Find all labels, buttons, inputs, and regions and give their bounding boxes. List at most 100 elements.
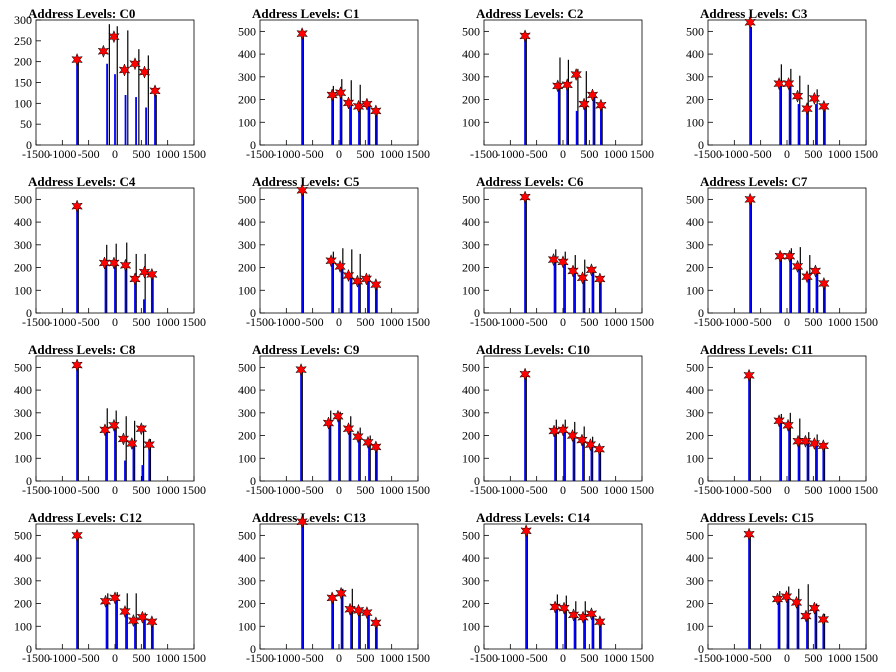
plot-frame — [707, 187, 867, 314]
x-tick-label: 0 — [784, 483, 790, 497]
peak-star-marker — [519, 190, 531, 204]
y-tick-label: 200 — [686, 93, 704, 107]
peak-star-marker — [567, 264, 579, 278]
y-tick-label: 200 — [14, 261, 32, 275]
y-tick-label: 400 — [462, 47, 480, 61]
peak-star-marker — [782, 418, 794, 433]
peak-star-marker — [520, 524, 532, 538]
x-tick-label: 1500 — [854, 147, 878, 161]
y-tick-label: 500 — [686, 528, 704, 542]
chart-plot-c7: 0 100 200 300 400 500 -1500-1000 -500 0 500 1000 15… — [686, 187, 878, 329]
x-tick-label: 0 — [336, 147, 342, 161]
peak-star-marker — [98, 256, 111, 270]
y-tick-label: 500 — [14, 192, 32, 206]
y-tick-label: 400 — [238, 383, 256, 397]
x-tick-label: 0 — [784, 651, 790, 665]
peak-star-marker — [136, 610, 149, 624]
chart-plot-c13: 0 100 200 300 400 500 -1500-1000 -500 0 500 1000 15… — [238, 515, 430, 665]
chart-title: Address Levels: C14 — [476, 510, 590, 525]
peak-star-marker — [791, 259, 804, 274]
chart-plot-c11: 0 100 200 300 400 500 -1500-1000 -500 0 500 1000 15… — [686, 355, 878, 497]
chart-title: Address Levels: C4 — [28, 174, 136, 189]
x-tick-label: 500 — [580, 651, 598, 665]
x-tick-label: 0 — [560, 651, 566, 665]
peak-star-marker — [322, 416, 335, 430]
y-tick-label: 300 — [14, 406, 32, 420]
x-tick-label: 0 — [560, 483, 566, 497]
x-tick-label: 1500 — [406, 147, 430, 161]
x-tick-label: -500 — [526, 483, 548, 497]
chart-panel-c7: Address Levels: C7 0 100 200 300 400 500 -1500-… — [672, 168, 896, 336]
x-tick-label: 1000 — [604, 483, 628, 497]
x-tick-label: -1000 — [48, 651, 76, 665]
x-tick-label: 1500 — [854, 651, 878, 665]
chart-plot-c2: 100 200 300 400 500 -1500-1000 -500 0 500 1000 150… — [462, 19, 654, 161]
x-tick-label: -500 — [78, 147, 100, 161]
plot-frame — [483, 355, 643, 482]
x-tick-label: -1000 — [720, 651, 748, 665]
y-tick-label: 300 — [462, 70, 480, 84]
peak-star-marker — [370, 616, 382, 630]
chart-panel-c11: Address Levels: C11 0 100 200 300 400 500 -1500… — [672, 336, 896, 504]
y-tick-label: 300 — [686, 574, 704, 588]
y-tick-label: 300 — [238, 406, 256, 420]
x-tick-label: 0 — [112, 147, 118, 161]
peak-star-marker — [801, 269, 813, 284]
peak-star-marker — [295, 362, 307, 377]
peak-star-marker — [352, 429, 364, 444]
x-tick-label: -1500 — [694, 483, 722, 497]
y-tick-label: 300 — [14, 13, 32, 27]
x-tick-label: -1500 — [22, 147, 50, 161]
y-tick-label: 100 — [238, 115, 256, 129]
x-tick-label: -500 — [750, 651, 772, 665]
x-tick-label: 1000 — [828, 147, 852, 161]
x-tick-label: -1500 — [694, 651, 722, 665]
y-tick-label: 500 — [462, 192, 480, 206]
y-tick-label: 300 — [686, 70, 704, 84]
peak-star-marker — [809, 264, 822, 278]
x-tick-label: 500 — [356, 483, 374, 497]
y-tick-label: 400 — [238, 551, 256, 565]
peak-star-marker — [817, 439, 830, 453]
chart-plot-c8: 0 100 200 300 400 500 -1500-1000 -500 0 500 1000 15… — [14, 355, 206, 497]
x-tick-label: -1500 — [246, 651, 274, 665]
peak-star-marker — [743, 527, 755, 541]
peak-star-marker — [744, 15, 756, 29]
peak-star-marker — [138, 265, 151, 279]
peak-star-marker — [71, 358, 83, 372]
y-tick-label: 0 — [26, 306, 32, 320]
y-tick-label: 100 — [686, 115, 704, 129]
x-tick-label: 1000 — [156, 651, 180, 665]
y-tick-label: 0 — [474, 306, 480, 320]
x-tick-label: -500 — [750, 147, 772, 161]
peak-star-marker — [584, 437, 597, 452]
peak-star-marker — [296, 183, 308, 197]
x-tick-label: 500 — [804, 483, 822, 497]
peak-star-marker — [143, 437, 156, 452]
y-tick-label: 100 — [686, 451, 704, 465]
peak-star-marker — [296, 26, 308, 41]
peak-star-marker — [370, 440, 382, 454]
x-tick-label: 0 — [784, 147, 790, 161]
y-tick-label: 300 — [686, 406, 704, 420]
y-tick-label: 100 — [238, 619, 256, 633]
peak-star-marker — [117, 432, 130, 446]
chart-panel-c1: Address Levels: C1 0 100 200 300 400 500 -1500-… — [224, 0, 448, 168]
x-tick-label: 0 — [560, 147, 566, 161]
y-tick-label: 200 — [238, 597, 256, 611]
x-tick-label: 1500 — [182, 315, 206, 329]
peak-star-marker — [351, 274, 364, 288]
peak-star-marker — [149, 84, 161, 98]
x-tick-label: 0 — [112, 651, 118, 665]
x-tick-label: -500 — [302, 147, 324, 161]
chart-title: Address Levels: C9 — [252, 342, 360, 357]
peak-star-marker — [342, 422, 355, 436]
x-tick-label: -1500 — [246, 315, 274, 329]
y-tick-label: 100 — [238, 283, 256, 297]
y-tick-label: 400 — [462, 383, 480, 397]
peak-star-marker — [567, 608, 580, 622]
x-tick-label: 1000 — [828, 483, 852, 497]
peak-star-marker — [577, 610, 589, 624]
y-tick-label: 200 — [14, 597, 32, 611]
peak-star-marker — [325, 254, 337, 268]
